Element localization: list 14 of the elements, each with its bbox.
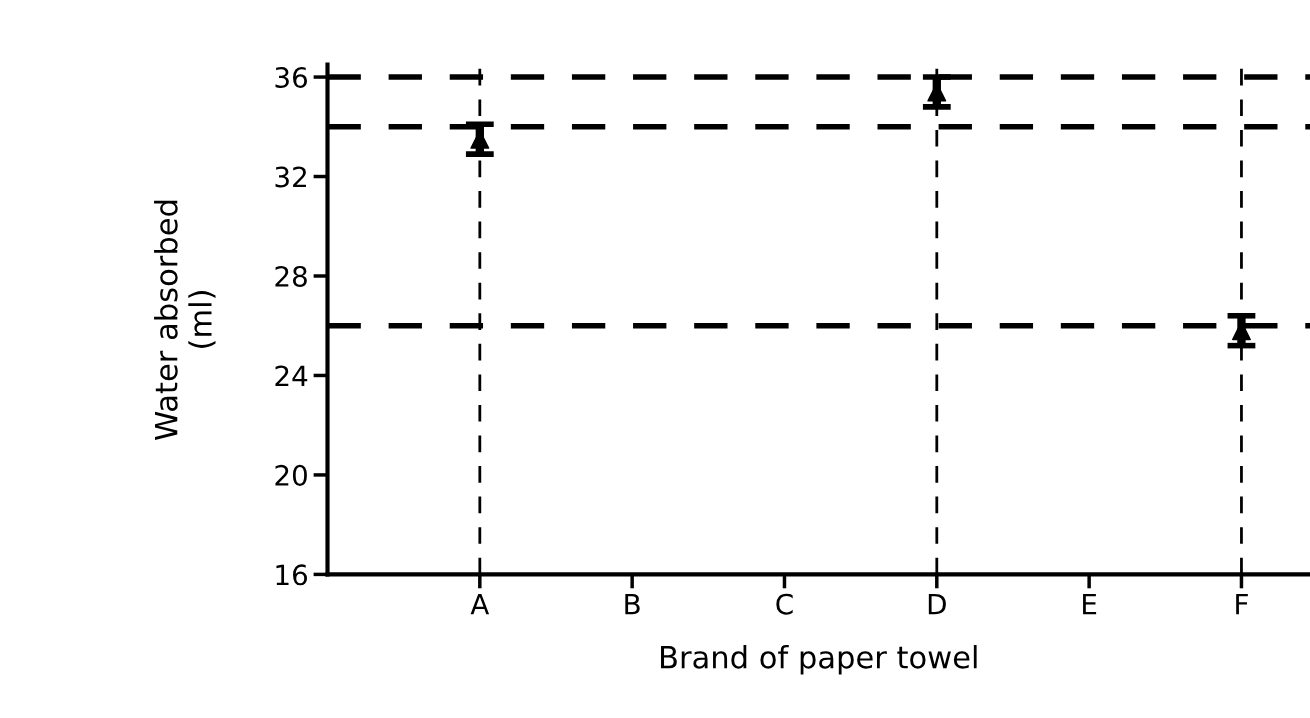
- y-tick-label: 24: [275, 365, 308, 387]
- y-tick-label: 20: [275, 464, 307, 486]
- x-tick-label: C: [776, 593, 793, 615]
- y-axis-title: Water absorbed (ml): [154, 200, 216, 440]
- y-tick-label: 36: [275, 66, 307, 88]
- x-tick-label: E: [1083, 594, 1097, 615]
- x-axis-title: Brand of paper towel: [661, 645, 977, 675]
- y-tick-label: 16: [276, 564, 307, 586]
- x-tick-label: D: [928, 594, 946, 615]
- y-tick-label: 32: [275, 166, 306, 188]
- x-tick-label: A: [470, 594, 490, 615]
- x-tick-label: B: [625, 594, 640, 615]
- x-tick-label: F: [1236, 594, 1248, 615]
- y-tick-label: 28: [275, 265, 307, 287]
